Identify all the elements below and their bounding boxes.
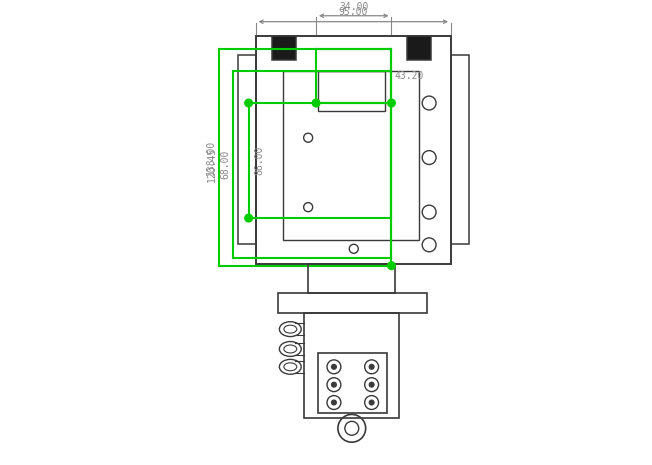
Bar [238, 55, 256, 244]
Text: 34.00: 34.00 [339, 2, 368, 12]
Text: 43.20: 43.20 [394, 71, 424, 81]
Text: 120.45: 120.45 [207, 147, 217, 182]
Bar [256, 36, 451, 264]
Text: 68.00: 68.00 [221, 150, 231, 179]
Circle shape [312, 100, 319, 106]
Text: 95.00: 95.00 [338, 7, 368, 17]
Bar [304, 313, 400, 418]
Circle shape [331, 382, 336, 387]
Bar [318, 71, 385, 111]
Bar [408, 36, 431, 60]
Text: 138.00: 138.00 [206, 140, 216, 175]
Bar [278, 293, 427, 313]
Circle shape [331, 400, 336, 405]
Circle shape [388, 262, 395, 269]
Circle shape [369, 400, 374, 405]
Circle shape [331, 365, 336, 369]
Circle shape [245, 214, 252, 221]
Circle shape [369, 365, 374, 369]
Circle shape [388, 100, 395, 106]
Bar [284, 71, 419, 240]
Bar [273, 36, 296, 60]
Circle shape [369, 382, 374, 387]
Bar [451, 55, 469, 244]
Circle shape [245, 100, 252, 106]
Bar [318, 353, 387, 413]
Text: 86.00: 86.00 [254, 146, 265, 175]
Bar [308, 264, 395, 293]
